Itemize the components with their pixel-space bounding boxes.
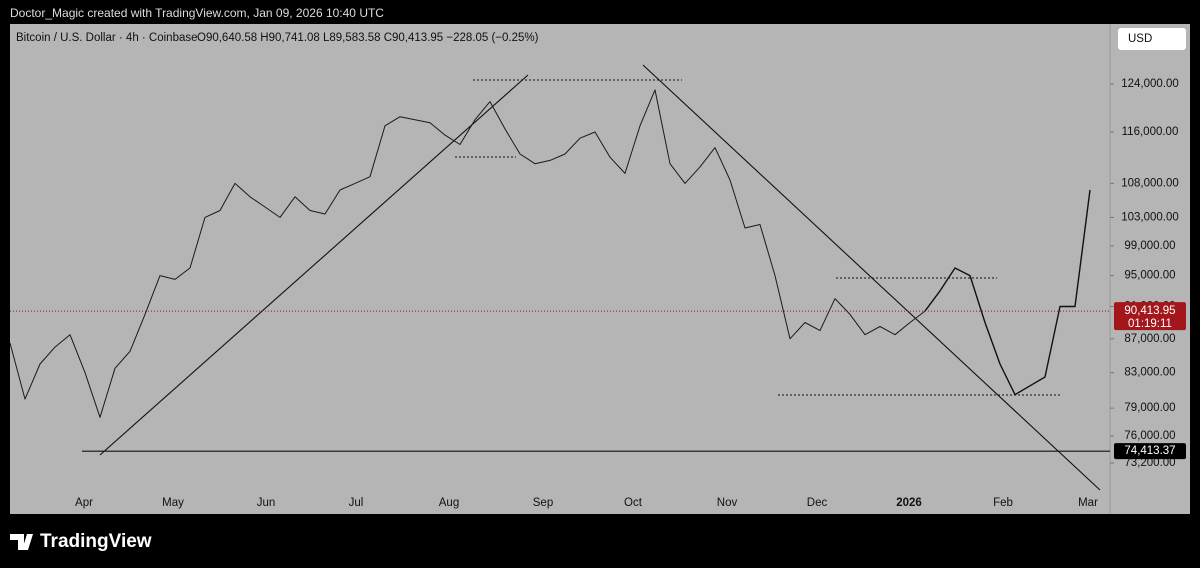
y-tick-label: 103,000.00 xyxy=(1121,211,1179,223)
price-line xyxy=(924,189,1091,396)
x-tick-label: Apr xyxy=(75,497,93,509)
x-tick-label: Feb xyxy=(993,497,1013,509)
x-tick-label: Mar xyxy=(1078,497,1098,509)
y-tick-label: 73,200.00 xyxy=(1124,457,1175,469)
y-tick-label: 79,000.00 xyxy=(1124,402,1175,414)
y-tick-label: 76,000.00 xyxy=(1124,430,1175,442)
x-tick-label: Oct xyxy=(624,497,643,509)
ohlc: O90,640.58 H90,741.08 L89,583.58 C90,413… xyxy=(197,32,539,44)
x-tick-label: May xyxy=(162,497,184,509)
x-tick-label: Aug xyxy=(439,497,459,509)
x-tick-label: Nov xyxy=(717,497,738,509)
trendline xyxy=(99,74,529,456)
y-tick-label: 95,000.00 xyxy=(1124,270,1175,282)
y-tick-label: 108,000.00 xyxy=(1121,177,1179,189)
y-tick-label: 99,000.00 xyxy=(1124,240,1175,252)
tradingview-logo: TradingView xyxy=(10,531,152,552)
level-label: 74,413.37 xyxy=(1124,445,1175,457)
chart-title: Bitcoin / U.S. Dollar · 4h · Coinbase xyxy=(16,32,198,44)
countdown: 01:19:11 xyxy=(1128,318,1172,330)
x-tick-label: Jun xyxy=(257,497,276,509)
y-tick-label: 124,000.00 xyxy=(1121,78,1179,90)
y-tick-label: 116,000.00 xyxy=(1122,126,1179,138)
header: Doctor_Magic created with TradingView.co… xyxy=(10,6,384,20)
y-tick-label: 87,000.00 xyxy=(1124,333,1175,345)
x-tick-label: Dec xyxy=(807,497,828,509)
x-tick-label: 2026 xyxy=(896,497,922,509)
x-tick-label: Jul xyxy=(349,497,364,509)
x-tick-label: Sep xyxy=(533,497,553,509)
level-box xyxy=(1114,443,1186,460)
last-price-box xyxy=(1114,302,1186,331)
last-price-label: 90,413.95 xyxy=(1124,305,1175,317)
trendline xyxy=(642,64,1101,491)
currency[interactable]: USD xyxy=(1128,33,1152,45)
currency-button[interactable] xyxy=(1118,28,1186,50)
watermark: TradingView xyxy=(40,531,152,552)
price-line xyxy=(9,89,926,418)
y-tick-label: 83,000.00 xyxy=(1124,367,1175,379)
chart-panel xyxy=(10,24,1190,514)
